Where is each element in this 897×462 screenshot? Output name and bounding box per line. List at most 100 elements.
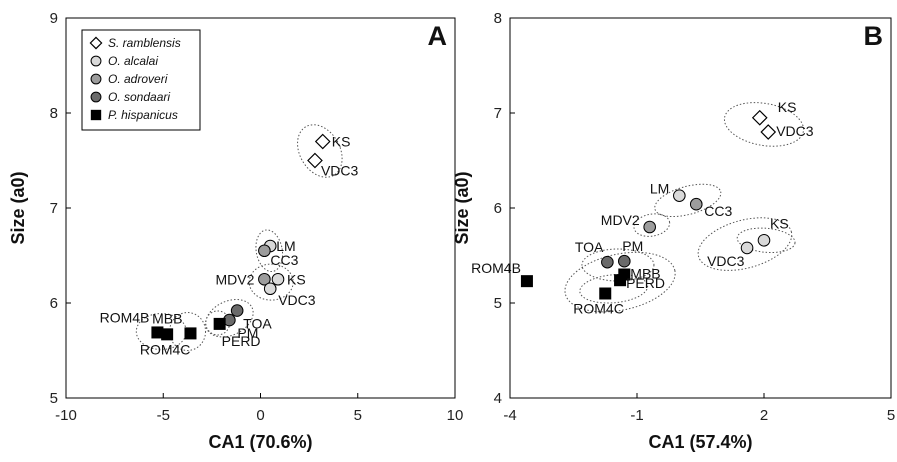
panel-b-point-ks (757, 234, 771, 247)
panel-b-point-mdv2 (643, 220, 657, 234)
panel-a-x-axis-title: CA1 (70.6%) (208, 432, 312, 452)
legend: S. ramblensis O. alcalai O. adroveri O. son… (81, 29, 201, 131)
panel-b-point-label: KS (778, 99, 797, 115)
panel-b-group-ellipse (736, 227, 796, 254)
panel-b-point-lm (673, 189, 686, 202)
panel-a-group-ellipse (297, 124, 343, 178)
panel-b-point-cc3 (689, 197, 703, 211)
panel-b-y-axis-title: Size (a0) (452, 171, 472, 244)
panel-b-point-rom4c (599, 287, 612, 300)
panel-a-label: A (428, 21, 448, 51)
panel-b-point-ks (751, 109, 768, 126)
panel-b-y-tick-label: 7 (494, 105, 502, 122)
legend-label: P. hispanicus (108, 108, 178, 122)
panel-a-x-tick-label: 0 (256, 407, 264, 424)
panel-a-point-label: VDC3 (321, 163, 359, 179)
panel-a-point-label: PERD (222, 333, 261, 349)
legend-box (81, 29, 201, 131)
panel-a-point-toa (230, 304, 244, 317)
panel-b-point-label: ROM4B (471, 260, 521, 276)
panel-a-y-tick-label: 9 (50, 10, 58, 27)
legend-marker-o-alcalai (90, 55, 102, 67)
panel-b-point-label: LM (650, 181, 669, 197)
legend-marker-p-hispanicus (90, 109, 102, 121)
panel-b-point-label: MBB (630, 266, 660, 282)
panel-b-group-ellipse (697, 217, 793, 271)
panel-b-points (520, 109, 777, 300)
panel-b-group-ellipse (723, 102, 805, 147)
panel-a-x-tick-label: 10 (447, 407, 464, 424)
legend-label: S. ramblensis (108, 36, 181, 50)
panel-a-point-label: ROM4B (100, 309, 150, 325)
panel-a-point-mbb (184, 327, 197, 340)
legend-label: O. sondaari (108, 90, 170, 104)
panel-b-point-pm (618, 254, 631, 268)
panel-b-y-tick-label: 8 (494, 10, 502, 27)
panel-a-point-label: MDV2 (215, 271, 254, 287)
panel-a-x-tick-label: -10 (55, 407, 77, 424)
panel-b-group-ellipse (564, 251, 676, 313)
panel-a-point-vdc3 (263, 282, 277, 296)
panel-b-x-tick-label: -1 (630, 407, 643, 424)
panel-a-y-tick-label: 7 (50, 200, 58, 217)
panel-b-point-label: VDC3 (776, 123, 814, 139)
panel-b: -4 -1 2 5 4 5 6 7 8 KS VDC3 LM CC3 MDV2 KS VDC3 TOA PM MB… (452, 10, 895, 452)
panel-b-ellipses (564, 102, 805, 313)
panel-a-point-label: KS (332, 134, 351, 150)
legend-marker-o-adroveri (90, 73, 102, 85)
legend-label: O. adroveri (108, 72, 168, 86)
panel-a-point-cc3 (258, 244, 271, 258)
panel-b-x-tick-label: 5 (887, 407, 895, 424)
legend-marker-s-ramblensis (89, 36, 103, 50)
panel-b-point-vdc3 (760, 124, 777, 140)
panel-a-group-ellipse (248, 263, 294, 301)
panel-a-point-rom4c (161, 328, 174, 341)
panel-a-point-label: MBB (152, 310, 182, 326)
panel-a-point-label: ROM4C (140, 341, 191, 357)
panel-b-point-label: PM (622, 238, 643, 254)
panel-b-point-label: MDV2 (601, 212, 640, 228)
panel-a-y-tick-label: 5 (50, 390, 58, 407)
legend-items: S. ramblensis O. alcalai O. adroveri O. son… (89, 36, 181, 122)
panel-b-point-perd (614, 274, 627, 287)
panel-b-y-tick-label: 6 (494, 200, 502, 217)
panel-a-point-perd (213, 317, 226, 330)
panel-a-point-mdv2 (258, 272, 271, 286)
panel-b-group-ellipse (654, 183, 722, 218)
panel-a-point-label: CC3 (270, 252, 298, 268)
panel-a-group-ellipse (205, 299, 254, 338)
panel-a-points (151, 133, 331, 341)
panel-a-point-label: TOA (243, 316, 272, 332)
legend-label: O. alcalai (108, 54, 158, 68)
panel-b-point-label: TOA (575, 239, 604, 255)
legend-marker-o-sondaari (90, 91, 102, 103)
panel-a-x-tick-label: 5 (354, 407, 362, 424)
panel-b-y-tick-label: 5 (494, 295, 502, 312)
panel-a-y-tick-label: 8 (50, 105, 58, 122)
panel-a-ticks: -10 -5 0 5 10 5 6 7 8 9 (50, 10, 464, 424)
panel-b-group-ellipse (579, 273, 649, 304)
panel-b-point-rom4b (520, 275, 533, 288)
panel-a-point-label: VDC3 (278, 292, 316, 308)
panel-b-group-ellipse (633, 213, 671, 237)
panel-a-y-tick-label: 6 (50, 295, 58, 312)
panel-a-point-label: PM (237, 325, 258, 341)
panel-a-point-ks (314, 133, 331, 150)
panel-a-point-label: KS (287, 271, 306, 287)
panel-b-point-label: PERD (626, 275, 665, 291)
panel-a-point-label: LM (276, 238, 295, 254)
panel-b-point-label: VDC3 (707, 253, 745, 269)
panel-a-x-tick-label: -5 (157, 407, 170, 424)
panel-b-point-vdc3 (740, 241, 754, 255)
panel-b-point-label: KS (770, 215, 789, 231)
panel-a-point-ks (271, 272, 285, 286)
panel-b-x-tick-label: -4 (503, 407, 516, 424)
panel-b-ticks: -4 -1 2 5 4 5 6 7 8 (494, 10, 896, 424)
panel-a-group-ellipse (255, 229, 284, 273)
panel-a-group-ellipse (169, 312, 207, 351)
panel-b-y-tick-label: 4 (494, 390, 502, 407)
